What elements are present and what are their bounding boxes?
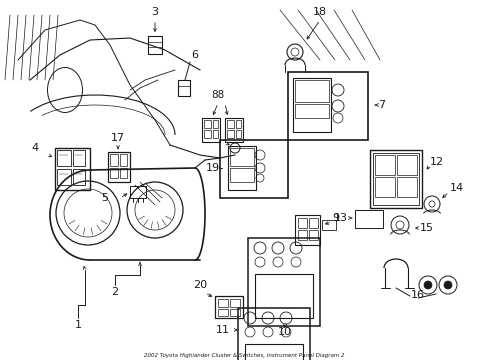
- Bar: [229, 148, 253, 166]
- Bar: [130, 186, 146, 198]
- Bar: [372, 153, 418, 205]
- Bar: [120, 154, 127, 166]
- Text: 14: 14: [449, 183, 463, 193]
- Bar: [55, 148, 90, 190]
- Bar: [57, 169, 71, 185]
- Text: 4: 4: [31, 143, 39, 153]
- Bar: [73, 150, 85, 166]
- Bar: [321, 220, 335, 230]
- Text: 12: 12: [429, 157, 443, 167]
- Bar: [247, 238, 319, 326]
- Text: 88: 88: [211, 90, 224, 100]
- Text: 17: 17: [111, 133, 125, 143]
- Bar: [294, 215, 319, 245]
- Bar: [354, 210, 382, 228]
- Bar: [218, 299, 227, 307]
- Bar: [297, 218, 306, 228]
- Bar: [244, 344, 303, 360]
- Circle shape: [443, 281, 451, 289]
- Bar: [236, 130, 241, 138]
- Bar: [369, 150, 421, 208]
- Text: 19: 19: [205, 163, 220, 173]
- Text: 2: 2: [111, 287, 118, 297]
- Bar: [374, 155, 394, 175]
- Bar: [120, 168, 127, 178]
- Bar: [202, 118, 220, 142]
- Bar: [254, 274, 312, 318]
- Bar: [215, 296, 243, 318]
- Bar: [203, 120, 210, 128]
- Bar: [110, 154, 118, 166]
- Bar: [227, 146, 256, 190]
- Bar: [220, 140, 287, 198]
- Bar: [229, 299, 240, 307]
- Text: 16: 16: [410, 290, 424, 300]
- Text: 2002 Toyota Highlander Cluster & Switches, Instrument Panel Diagram 2: 2002 Toyota Highlander Cluster & Switche…: [143, 354, 344, 359]
- Text: 5: 5: [102, 193, 108, 203]
- Bar: [294, 80, 328, 102]
- Bar: [73, 169, 85, 185]
- Bar: [292, 78, 330, 132]
- Bar: [396, 155, 416, 175]
- Bar: [238, 308, 309, 360]
- Bar: [57, 150, 71, 166]
- Text: 18: 18: [312, 7, 326, 17]
- Bar: [374, 177, 394, 197]
- Text: 3: 3: [151, 7, 158, 17]
- Bar: [294, 104, 328, 118]
- Text: 20: 20: [193, 280, 206, 290]
- Text: 7: 7: [377, 100, 385, 110]
- Text: 6: 6: [191, 50, 198, 60]
- Text: 13: 13: [333, 213, 347, 223]
- Bar: [229, 309, 240, 316]
- Bar: [297, 230, 306, 240]
- Bar: [213, 130, 218, 138]
- Bar: [203, 130, 210, 138]
- Bar: [229, 168, 253, 182]
- Text: 15: 15: [419, 223, 433, 233]
- Bar: [110, 168, 118, 178]
- Bar: [108, 152, 130, 182]
- Text: 1: 1: [74, 320, 81, 330]
- Bar: [308, 230, 317, 240]
- Bar: [396, 177, 416, 197]
- Bar: [236, 120, 241, 128]
- Bar: [287, 72, 367, 140]
- Text: 10: 10: [278, 327, 291, 337]
- Bar: [224, 118, 243, 142]
- Bar: [308, 218, 317, 228]
- Text: 11: 11: [216, 325, 229, 335]
- Bar: [178, 80, 190, 96]
- Circle shape: [423, 281, 431, 289]
- Bar: [226, 130, 234, 138]
- Bar: [213, 120, 218, 128]
- Bar: [218, 309, 227, 316]
- Text: 9: 9: [331, 213, 339, 223]
- Bar: [148, 36, 162, 54]
- Bar: [226, 120, 234, 128]
